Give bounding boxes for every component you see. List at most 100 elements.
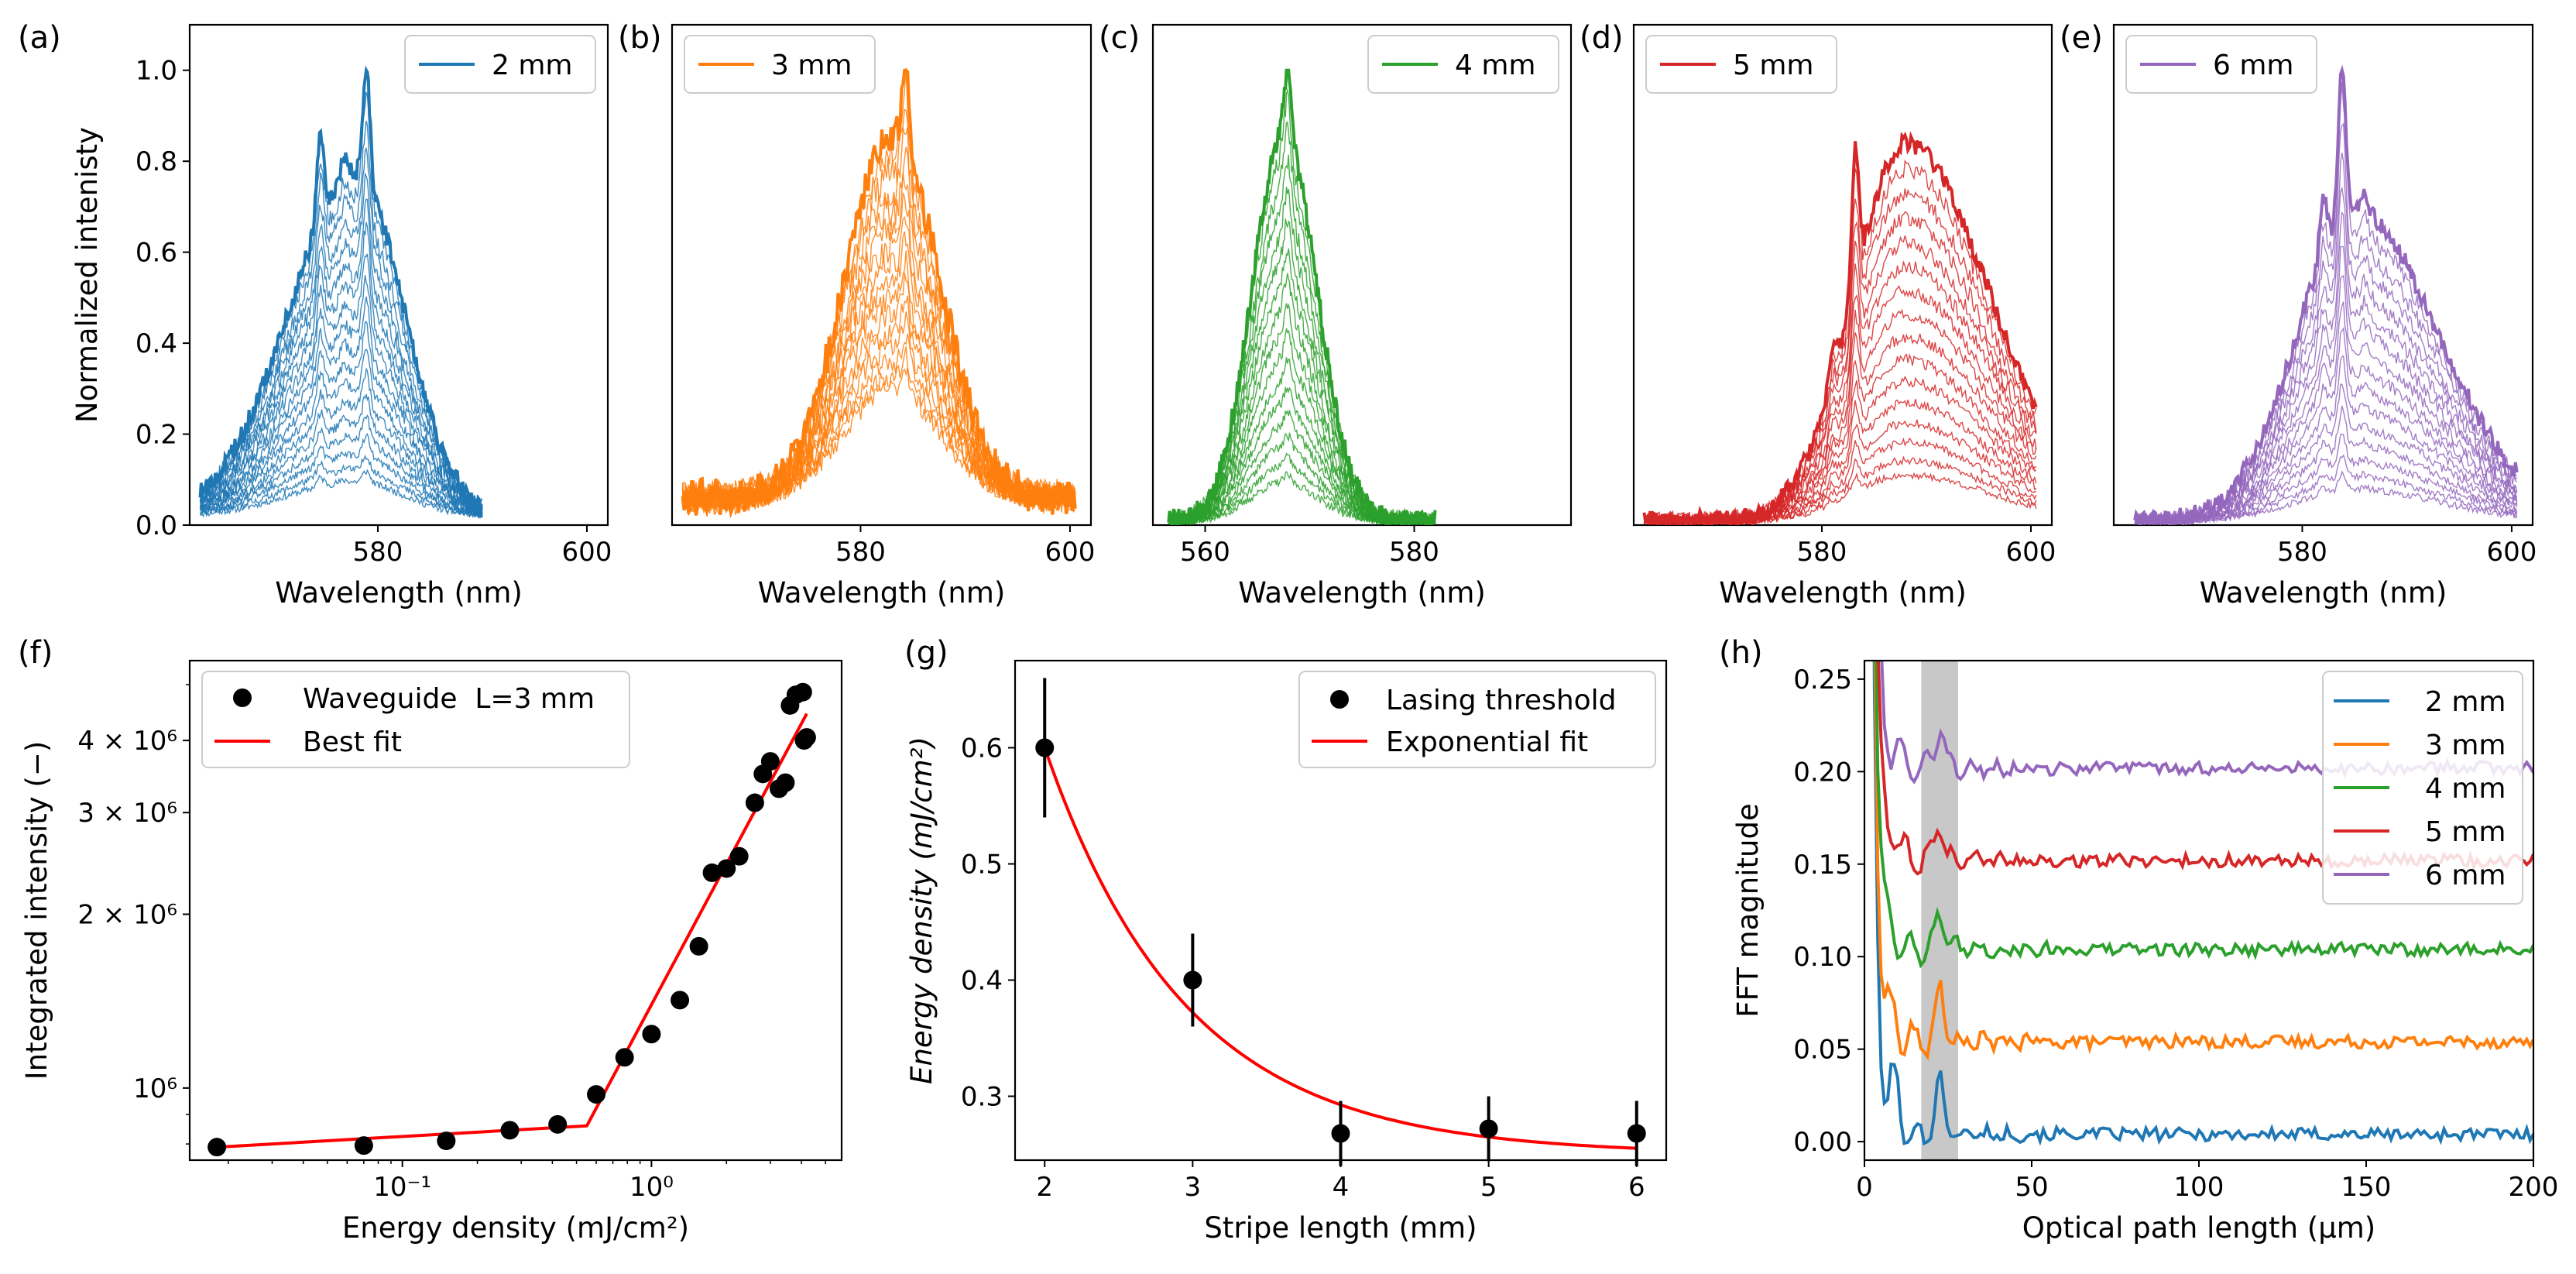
data-point-f [729,846,749,866]
x-tick-label-b: 600 [1044,537,1095,568]
spectrum-trace-e [2134,383,2518,525]
spectrum-trace-e [2134,186,2518,525]
panel-a: 580 600 0.0 0.2 0.4 0.6 0.8 1.0 Wavelength (nm) N… [18,20,612,610]
spectrum-trace-a [200,454,483,518]
legend-label-h: 4 mm [2425,773,2506,805]
data-point-f [797,728,816,747]
legend-label-g: Lasing threshold [1386,685,1617,716]
y-tick-label-f: 4 × 10⁶ [77,726,177,757]
panel-label-f: (f) [18,635,53,671]
x-axis-label-c: Wavelength (nm) [1238,576,1486,610]
x-tick-label-g: 2 [1036,1172,1053,1203]
data-point-f [760,752,780,771]
x-tick-label-c: 560 [1180,537,1230,568]
axes-frame-f [188,659,843,1162]
data-point-f [587,1085,606,1104]
y-tick-label-a: 1.0 [135,56,177,87]
data-point-f [689,936,708,956]
x-tick-label-h: 0 [1856,1172,1873,1203]
spectrum-trace-a [199,221,482,517]
data-point-g [1035,738,1055,757]
data-point-f [500,1121,520,1140]
spectrum-trace-e [2135,246,2518,525]
spectra-group-b [681,67,1077,519]
legend-label-h: 3 mm [2425,730,2506,761]
x-axis-label-a: Wavelength (nm) [275,576,523,610]
data-point-f [793,682,812,702]
spectrum-trace-a [200,147,483,511]
legend-box-c [1367,35,1559,94]
x-tick-label-e: 600 [2486,537,2537,568]
spectrum-trace-e [2133,64,2519,525]
y-tick-label-g: 0.5 [961,850,1003,881]
panel-label-g: (g) [904,635,948,671]
y-tick-label-g: 0.6 [961,733,1003,764]
legend-label-d: 5 mm [1733,50,1813,81]
legend-box-g [1298,671,1656,768]
legend-label-f: Best fit [303,726,402,758]
x-tick-label-g: 4 [1333,1172,1350,1203]
y-axis-label-h: FFT magnitude [1731,803,1765,1017]
panel-e: 580 600 Wavelength (nm) 6 mm (e) [2060,20,2537,610]
spectrum-trace-a [199,414,483,520]
y-tick-label-a: 0.8 [135,146,177,177]
axes-frame-b [671,23,1092,527]
x-tick-label-d: 600 [2006,537,2056,568]
y-axis-label-g: Energy density (mJ/cm²) [905,737,938,1084]
panel-label-d: (d) [1580,20,1624,56]
data-point-f [702,863,722,882]
x-tick-label-h: 100 [2174,1172,2224,1203]
legend-label-b: 3 mm [771,50,852,81]
data-point-f [615,1048,634,1067]
data-point-f [548,1114,568,1134]
data-point-g [1331,1124,1350,1143]
data-point-g [1627,1124,1646,1143]
x-tick-label-b: 580 [835,537,886,568]
axes-frame-d [1632,23,2053,527]
y-tick-label-g: 0.4 [961,966,1003,997]
panel-b: 580 600 Wavelength (nm) 3 mm (b) [618,20,1095,610]
spectrum-trace-d [1643,399,2037,525]
data-point-f [437,1131,456,1151]
spectrum-trace-a [199,296,483,513]
y-tick-label-f: 10⁶ [133,1073,177,1104]
y-tick-label-h: 0.20 [1793,757,1852,788]
fft-group-h [1872,661,2533,1146]
spectrum-trace-d [1643,285,2037,525]
x-axis-label-e: Wavelength (nm) [2200,576,2447,610]
x-tick-label-g: 6 [1628,1172,1645,1203]
y-tick-label-f: 3 × 10⁶ [77,798,177,829]
data-point-f [745,793,764,812]
panel-label-e: (e) [2060,20,2103,56]
legend-label-a: 2 mm [492,50,572,81]
legend-label-h: 2 mm [2425,686,2506,718]
legend-box-f [201,671,630,768]
legend-marker-g [1330,690,1349,709]
y-tick-label-h: 0.25 [1793,664,1852,695]
legend-box-e [2125,35,2317,94]
x-tick-label-f: 10⁰ [629,1172,674,1203]
fft-line-h [1872,661,2533,1146]
x-axis-label-d: Wavelength (nm) [1719,576,1967,610]
legend-box-b [684,35,876,94]
spectrum-trace-a [198,65,483,510]
x-axis-label-f: Energy density (mJ/cm²) [342,1211,689,1245]
legend-label-h: 6 mm [2425,860,2506,891]
panel-label-h: (h) [1719,635,1763,671]
y-tick-label-h: 0.10 [1793,942,1852,973]
spectrum-trace-c [1168,273,1436,525]
y-tick-label-a: 0.6 [135,238,177,269]
x-tick-label-g: 5 [1480,1172,1497,1203]
panel-d: 580 600 Wavelength (nm) 5 mm (d) [1580,20,2056,610]
fft-line-h [1875,661,2533,969]
x-tick-label-h: 50 [2015,1172,2048,1203]
axes-frame-a [188,23,609,527]
x-tick-label-d: 580 [1797,537,1847,568]
y-axis-label-a: Normalized intenisty [70,127,104,423]
panel-label-c: (c) [1099,20,1140,56]
spectrum-trace-c [1167,68,1437,525]
data-point-f [642,1025,661,1044]
data-point-f [776,773,795,792]
data-point-f [354,1136,373,1156]
